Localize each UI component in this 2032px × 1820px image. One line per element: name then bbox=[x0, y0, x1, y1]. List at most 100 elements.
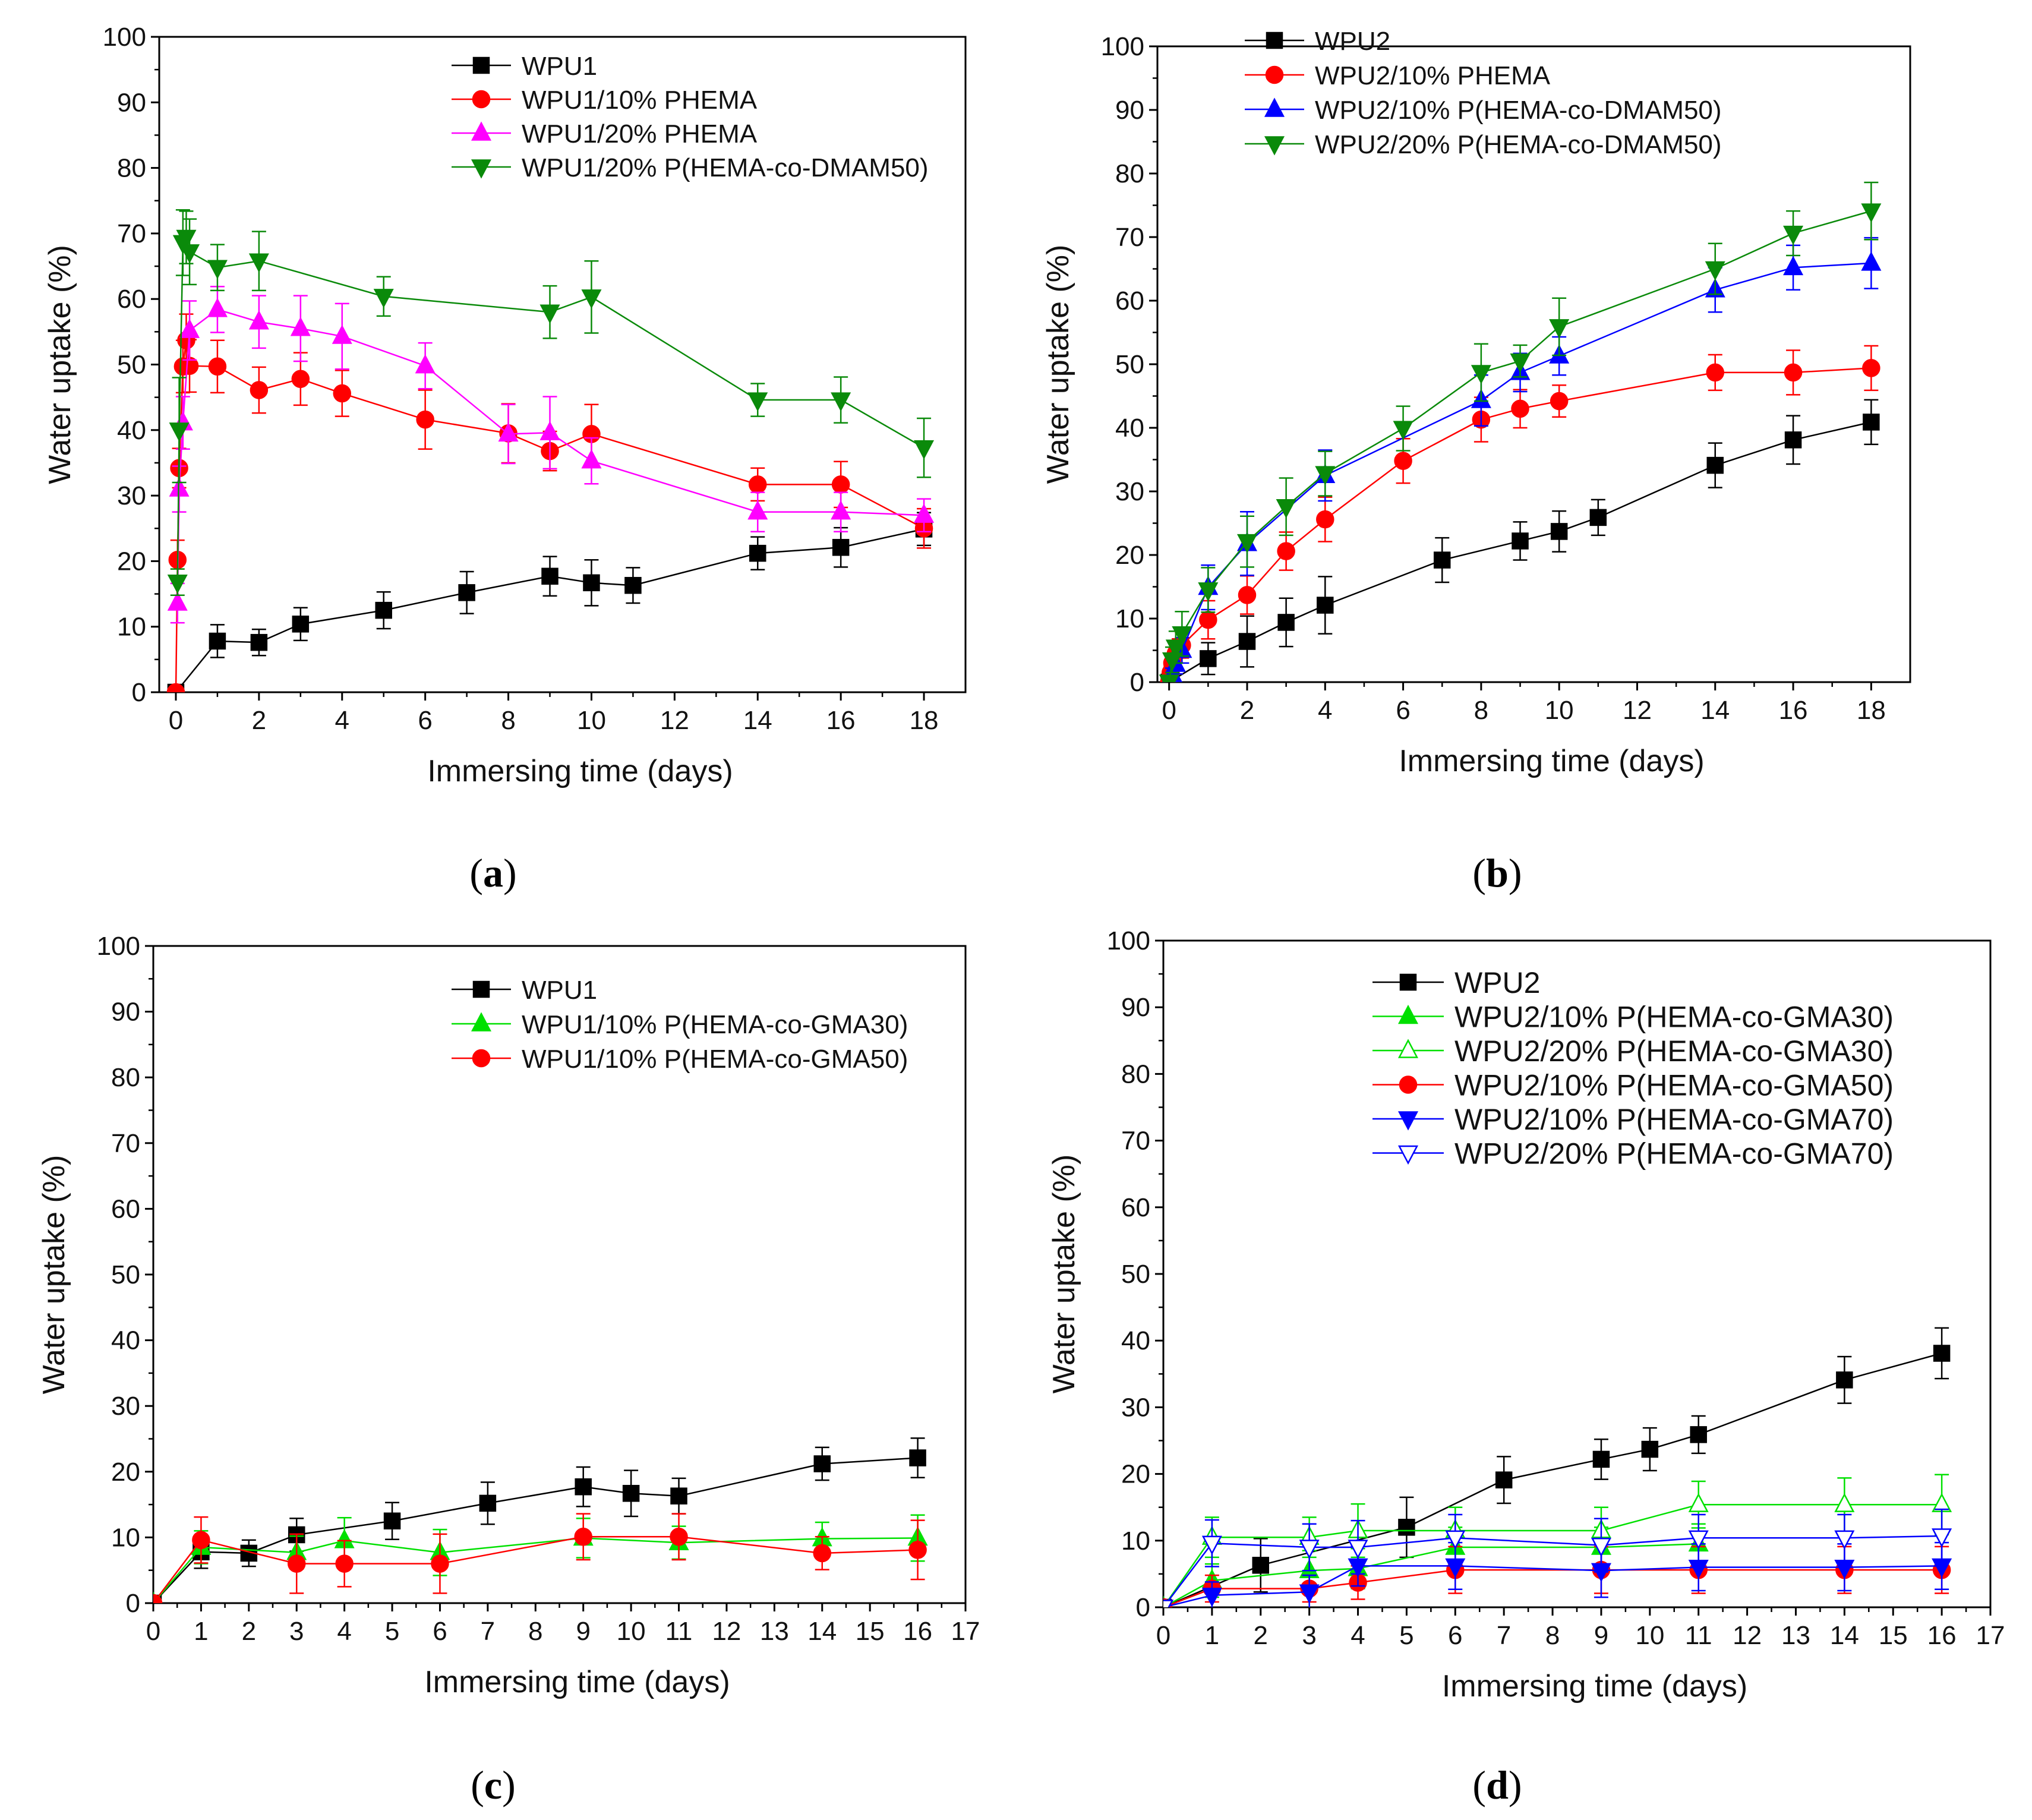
data-point bbox=[1165, 639, 1186, 659]
y-tick-label: 0 bbox=[132, 678, 146, 707]
legend-marker bbox=[472, 1049, 491, 1068]
x-tick-label: 0 bbox=[169, 706, 183, 735]
data-point bbox=[1861, 203, 1882, 223]
series-line bbox=[1163, 1503, 1942, 1607]
data-point bbox=[749, 475, 767, 494]
x-tick-label: 2 bbox=[1240, 696, 1254, 725]
legend: WPU2 WPU2/10% PHEMA WPU2/10% P(HEMA-co-DMA… bbox=[1245, 27, 1722, 159]
y-tick-label: 40 bbox=[1121, 1326, 1150, 1355]
y-axis-label: Water uptake (%) bbox=[43, 245, 77, 484]
data-point bbox=[1589, 509, 1607, 526]
data-point bbox=[1159, 674, 1179, 682]
data-point bbox=[1398, 1519, 1415, 1536]
data-point bbox=[1836, 1371, 1853, 1389]
y-tick-label: 20 bbox=[1115, 541, 1144, 570]
x-tick-label: 7 bbox=[1497, 1621, 1511, 1650]
x-tick-label: 12 bbox=[660, 706, 689, 735]
x-axis-label: Immersing time (days) bbox=[424, 1665, 730, 1699]
x-tick-label: 15 bbox=[1879, 1621, 1908, 1650]
plot-area bbox=[1163, 1327, 1952, 1607]
legend-label: WPU2/10% P(HEMA-co-GMA50) bbox=[1454, 1069, 1894, 1102]
x-tick-label: 9 bbox=[576, 1617, 590, 1646]
legend-label: WPU2/10% PHEMA bbox=[1315, 61, 1551, 90]
data-point bbox=[1317, 597, 1334, 614]
data-point bbox=[333, 384, 352, 403]
y-tick-label: 80 bbox=[111, 1063, 140, 1092]
y-tick-label: 10 bbox=[1121, 1526, 1150, 1556]
x-tick-label: 14 bbox=[743, 706, 772, 735]
data-point bbox=[1238, 586, 1257, 604]
x-tick-label: 1 bbox=[194, 1617, 208, 1646]
data-point bbox=[914, 503, 935, 523]
caption-d-letter: d bbox=[1486, 1762, 1509, 1808]
data-point bbox=[1688, 1530, 1709, 1550]
data-point bbox=[1348, 1540, 1368, 1559]
y-tick-label: 100 bbox=[103, 23, 146, 52]
y-tick-label: 10 bbox=[1115, 604, 1144, 633]
y-tick-label: 60 bbox=[1115, 286, 1144, 316]
x-tick-label: 4 bbox=[1351, 1621, 1365, 1650]
y-tick-label: 70 bbox=[117, 219, 146, 248]
legend-label: WPU2/10% P(HEMA-co-GMA30) bbox=[1454, 1001, 1894, 1034]
data-point bbox=[583, 574, 600, 592]
data-point bbox=[1591, 1537, 1611, 1557]
data-point bbox=[1200, 650, 1217, 667]
caption-d: (d) bbox=[1472, 1762, 1522, 1808]
legend-marker bbox=[1397, 1039, 1419, 1058]
y-tick-label: 0 bbox=[1130, 668, 1144, 697]
series-3 bbox=[1162, 236, 1882, 682]
y-tick-label: 70 bbox=[1121, 1127, 1150, 1156]
legend-marker bbox=[471, 121, 492, 141]
series-5 bbox=[1163, 1541, 1952, 1607]
y-tick-label: 70 bbox=[111, 1129, 140, 1158]
data-point bbox=[292, 616, 310, 633]
series-2 bbox=[166, 313, 933, 692]
data-point bbox=[1394, 452, 1412, 470]
data-point bbox=[831, 500, 851, 520]
data-point bbox=[1932, 1528, 1952, 1548]
data-point bbox=[908, 1541, 927, 1559]
x-tick-label: 5 bbox=[385, 1617, 399, 1646]
data-point bbox=[1199, 610, 1217, 629]
legend-marker bbox=[472, 980, 490, 998]
y-tick-label: 0 bbox=[1136, 1593, 1150, 1622]
x-tick-label: 8 bbox=[1545, 1621, 1560, 1650]
x-tick-label: 10 bbox=[577, 706, 606, 735]
data-point bbox=[831, 392, 851, 412]
x-tick-label: 8 bbox=[1474, 696, 1488, 725]
x-tick-label: 16 bbox=[1779, 696, 1808, 725]
data-point bbox=[1783, 256, 1804, 276]
y-axis-label: Water uptake (%) bbox=[1047, 1155, 1081, 1394]
y-tick-label: 30 bbox=[117, 481, 146, 510]
caption-c: (c) bbox=[471, 1762, 516, 1808]
data-point bbox=[749, 544, 766, 562]
data-point bbox=[1863, 414, 1880, 431]
y-tick-label: 40 bbox=[111, 1326, 140, 1355]
series-3 bbox=[153, 1513, 927, 1603]
data-point bbox=[291, 370, 310, 389]
x-tick-label: 14 bbox=[807, 1617, 837, 1646]
data-point bbox=[1861, 251, 1882, 271]
legend-label: WPU1/10% P(HEMA-co-GMA30) bbox=[522, 1010, 908, 1039]
y-tick-label: 50 bbox=[111, 1260, 140, 1289]
y-tick-label: 40 bbox=[1115, 414, 1144, 443]
data-point bbox=[1252, 1557, 1270, 1574]
y-tick-label: 50 bbox=[117, 351, 146, 380]
y-tick-label: 90 bbox=[1121, 993, 1150, 1022]
x-tick-label: 8 bbox=[528, 1617, 542, 1646]
data-point bbox=[176, 229, 197, 250]
x-tick-label: 11 bbox=[1685, 1621, 1712, 1650]
series-1 bbox=[1163, 1327, 1951, 1607]
caption-c-letter: c bbox=[484, 1762, 503, 1808]
series-2 bbox=[1160, 345, 1880, 682]
x-tick-label: 2 bbox=[1254, 1621, 1268, 1650]
x-tick-label: 0 bbox=[146, 1617, 160, 1646]
legend-marker bbox=[1397, 1145, 1419, 1165]
data-point bbox=[153, 1594, 163, 1603]
x-tick-label: 16 bbox=[1927, 1621, 1957, 1650]
legend-label: WPU2 bbox=[1315, 27, 1390, 56]
data-point bbox=[248, 310, 269, 330]
legend: WPU1 WPU1/10% PHEMA WPU1/20% PHEMA WPU1/20%… bbox=[452, 52, 929, 182]
x-tick-label: 0 bbox=[1156, 1621, 1170, 1650]
